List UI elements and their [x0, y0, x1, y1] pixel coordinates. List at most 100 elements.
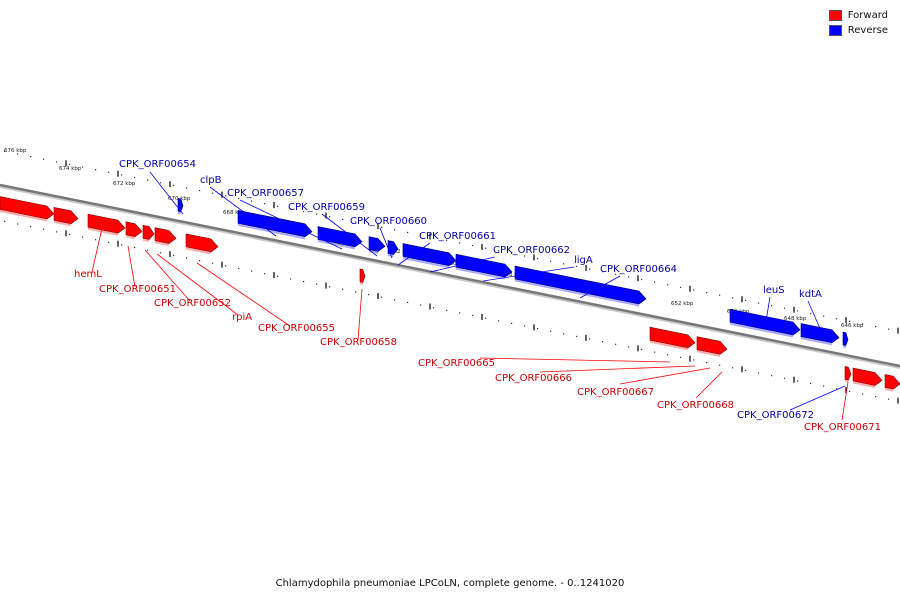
forward-gene-block[interactable]	[53, 207, 79, 225]
scale-dot	[108, 171, 110, 173]
gene-shadow	[125, 235, 136, 240]
gene-label-CPK_ORF00661[interactable]: CPK_ORF00661	[419, 231, 496, 242]
gene-label-hemL[interactable]: hemL	[74, 269, 102, 280]
scale-dot	[95, 239, 97, 241]
label-leader-line	[127, 245, 136, 288]
label-leader-line	[579, 275, 621, 299]
scale-dot	[836, 388, 838, 390]
CPK_ORF00652-gene[interactable]	[142, 224, 155, 240]
scale-dot	[654, 281, 656, 283]
CPK_ORF00671-gene[interactable]	[844, 366, 852, 381]
CPK_ORF00654-gene[interactable]	[177, 197, 184, 213]
gene-label-CPK_ORF00666[interactable]: CPK_ORF00666	[495, 373, 572, 384]
label-leader-line	[789, 385, 846, 411]
scale-dot	[342, 218, 344, 220]
gene-label-leuS[interactable]: leuS	[763, 285, 785, 296]
gene-label-CPK_ORF00657[interactable]: CPK_ORF00657	[227, 188, 304, 199]
label-leader-line	[196, 262, 291, 327]
scale-dot	[732, 367, 734, 369]
scale-dot	[43, 228, 45, 230]
scale-dot	[108, 241, 110, 243]
scale-dot	[225, 265, 227, 267]
label-leader-line	[482, 266, 575, 282]
kbp-tick-label: 652 kbp	[671, 301, 694, 307]
label-leader-line	[149, 171, 184, 215]
CPK_ORF00659-gene[interactable]	[368, 236, 386, 252]
legend-label-reverse: Reverse	[847, 25, 888, 36]
scale-dot	[810, 312, 812, 315]
scale-dot	[875, 325, 877, 328]
scale-dot	[511, 252, 513, 254]
CPK_ORF00658-gene[interactable]	[359, 268, 366, 283]
label-leader-line	[156, 253, 239, 316]
scale-dot	[95, 169, 97, 171]
CPK_ORF00665-gene[interactable]	[649, 326, 696, 349]
CPK_ORF00651-gene[interactable]	[125, 221, 143, 238]
CPK_ORF00662-gene[interactable]	[455, 253, 513, 278]
gene-label-CPK_ORF00651[interactable]: CPK_ORF00651	[99, 284, 176, 295]
forward-gene-block[interactable]	[852, 367, 883, 386]
gene-label-CPK_ORF00652[interactable]: CPK_ORF00652	[154, 298, 231, 309]
forward-gene-block[interactable]	[884, 374, 900, 390]
scale-dot	[888, 328, 890, 330]
lower-major-ticks	[65, 230, 899, 404]
scale-dot	[225, 195, 227, 197]
gene-label-CPK_ORF00667[interactable]: CPK_ORF00667	[577, 387, 654, 398]
scale-dot	[680, 286, 682, 288]
scale-dot	[823, 385, 825, 387]
CPK_ORF00666-gene[interactable]	[696, 336, 728, 355]
scale-dot	[160, 182, 162, 184]
gene-shadow	[696, 350, 721, 357]
scale-dot	[667, 284, 669, 286]
gene-label-CPK_ORF00662[interactable]: CPK_ORF00662	[493, 245, 570, 256]
scale-dot	[433, 237, 435, 239]
scale-dot	[602, 341, 604, 343]
gene-label-CPK_ORF00654[interactable]: CPK_ORF00654	[119, 159, 196, 170]
CPK_ORF00655-gene[interactable]	[185, 233, 219, 253]
scale-dot	[862, 393, 864, 395]
gene-label-rpiA[interactable]: rpiA	[232, 312, 252, 323]
gene-label-CPK_ORF00655[interactable]: CPK_ORF00655	[258, 323, 335, 334]
scale-dot	[381, 226, 383, 228]
gene-shadow	[142, 238, 150, 242]
scale-dot	[732, 297, 734, 299]
label-leader-line	[841, 381, 849, 421]
gene-label-ligA[interactable]: ligA	[574, 255, 593, 266]
rpiA-gene[interactable]	[154, 227, 177, 244]
scale-dot	[862, 323, 864, 325]
upper-scale-dots	[4, 150, 890, 330]
CPK_ORF00672-gene[interactable]	[842, 331, 849, 346]
gene-label-CPK_ORF00664[interactable]: CPK_ORF00664	[600, 264, 677, 275]
gene-label-CPK_ORF00658[interactable]: CPK_ORF00658	[320, 337, 397, 348]
gene-label-CPK_ORF00665[interactable]: CPK_ORF00665	[418, 358, 495, 369]
scale-dot	[329, 286, 331, 288]
kdtA-gene[interactable]	[800, 323, 840, 344]
gene-shadow	[317, 239, 356, 250]
scale-dot	[368, 224, 370, 226]
scale-dot	[758, 302, 760, 304]
CPK_ORF00657-gene[interactable]	[317, 226, 363, 248]
gene-label-CPK_ORF00659[interactable]: CPK_ORF00659	[288, 202, 365, 213]
gene-label-CPK_ORF00671[interactable]: CPK_ORF00671	[804, 422, 881, 433]
gene-label-CPK_ORF00668[interactable]: CPK_ORF00668	[657, 400, 734, 411]
leuS-gene[interactable]	[729, 308, 801, 336]
forward-gene-block[interactable]	[0, 196, 55, 220]
gene-label-kdtA[interactable]: kdtA	[799, 289, 822, 300]
CPK_ORF00660-gene[interactable]	[387, 240, 399, 255]
gene-shadow	[844, 379, 849, 383]
scale-dot	[199, 190, 201, 192]
label-leader-line	[479, 357, 671, 363]
CPK_ORF00661-gene[interactable]	[402, 243, 457, 267]
scale-dot	[888, 398, 890, 400]
scale-dot	[160, 252, 162, 254]
gene-label-clpB[interactable]: clpB	[200, 175, 222, 186]
CPK_ORF00664-gene[interactable]	[514, 265, 647, 305]
scale-dot	[290, 208, 292, 210]
scale-dot	[355, 221, 357, 223]
hemL-gene[interactable]	[87, 213, 126, 234]
gene-label-CPK_ORF00672[interactable]: CPK_ORF00672	[737, 410, 814, 421]
scale-dot	[121, 174, 123, 176]
gene-shadow	[842, 345, 846, 349]
clpB-gene[interactable]	[237, 210, 313, 238]
gene-label-CPK_ORF00660[interactable]: CPK_ORF00660	[350, 216, 427, 227]
